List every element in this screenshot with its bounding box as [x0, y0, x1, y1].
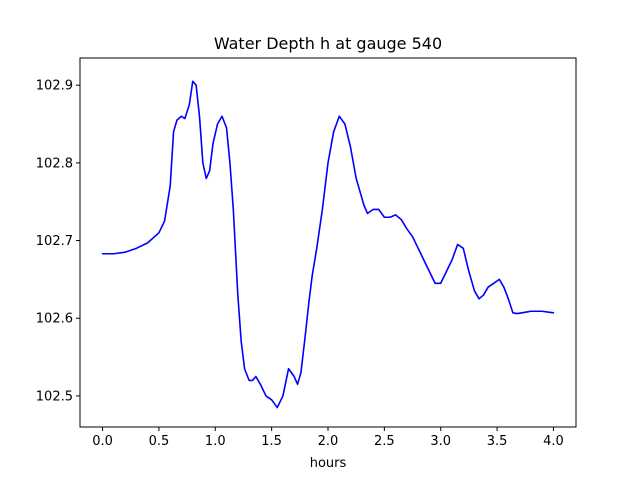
y-tick-label: 102.6 [36, 312, 73, 327]
x-tick-label: 3.5 [487, 434, 508, 449]
series-line-0 [101, 80, 555, 409]
x-tick-label: 4.0 [543, 434, 564, 449]
chart-title: Water Depth h at gauge 540 [214, 34, 442, 53]
x-axis-label: hours [310, 456, 347, 471]
x-tick-label: 1.0 [205, 434, 226, 449]
x-tick-label: 3.0 [430, 434, 451, 449]
x-tick-label: 0.5 [149, 434, 170, 449]
x-tick-label: 2.0 [318, 434, 339, 449]
plot-area: 0.0 0.5 1.0 1.5 2.0 2.5 3.0 3.5 4.0 102.5 102.6 102… [36, 57, 577, 449]
y-tick-label: 102.7 [36, 234, 73, 249]
y-tick-label: 102.8 [36, 156, 73, 171]
x-tick-label: 0.0 [92, 434, 113, 449]
x-tick-label: 2.5 [374, 434, 395, 449]
x-tick-label: 1.5 [261, 434, 282, 449]
y-tick-label: 102.9 [36, 79, 73, 94]
y-tick-label: 102.5 [36, 389, 73, 404]
